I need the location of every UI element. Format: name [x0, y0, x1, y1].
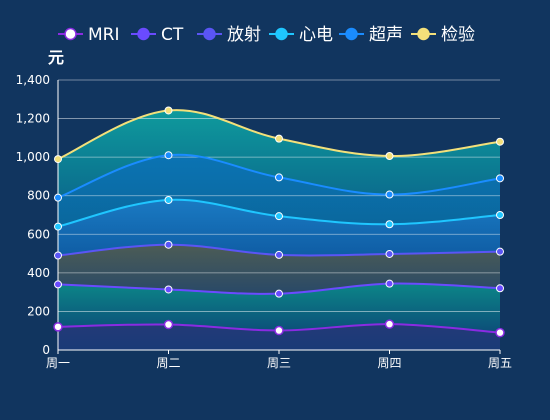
data-point[interactable] [385, 220, 394, 229]
data-point[interactable] [496, 247, 504, 256]
y-tick-label: 600 [27, 227, 50, 241]
data-point[interactable] [164, 240, 173, 249]
legend-label: 心电 [299, 25, 333, 45]
legend-marker-dot [417, 27, 430, 41]
legend-marker-dot [203, 27, 216, 41]
data-point[interactable] [163, 319, 174, 330]
data-point[interactable] [54, 193, 62, 202]
data-point[interactable] [496, 284, 504, 293]
data-point[interactable] [495, 327, 505, 338]
data-point[interactable] [385, 190, 394, 199]
data-point[interactable] [274, 325, 284, 336]
x-tick-label: 周三 [267, 356, 291, 370]
legend-label: MRI [88, 25, 120, 45]
y-tick-label: 200 [27, 304, 50, 318]
data-point[interactable] [385, 151, 394, 160]
data-point[interactable] [54, 251, 62, 260]
legend-item-1[interactable]: MRI [58, 25, 120, 45]
x-tick-label: 周四 [377, 356, 401, 370]
legend-marker-dot [345, 27, 358, 41]
area-layer [58, 110, 500, 350]
data-point[interactable] [53, 322, 63, 332]
data-point[interactable] [275, 173, 283, 182]
data-point[interactable] [275, 212, 283, 221]
legend-label: CT [161, 25, 184, 45]
area-band-6 [58, 110, 500, 198]
y-tick-label: 1,000 [16, 150, 50, 164]
y-tick-label: 0 [42, 343, 50, 357]
legend-marker-dot [137, 27, 150, 41]
data-point[interactable] [496, 211, 504, 219]
x-tick-label: 周一 [46, 356, 70, 370]
data-point[interactable] [164, 151, 173, 160]
data-point[interactable] [275, 289, 283, 298]
data-point[interactable] [275, 250, 283, 259]
area-band-5 [58, 154, 500, 227]
data-point[interactable] [496, 174, 504, 183]
legend-label: 检验 [441, 25, 475, 45]
data-point[interactable] [54, 222, 62, 231]
legend-item-5[interactable]: 超声 [339, 25, 403, 45]
data-point[interactable] [384, 319, 395, 329]
data-point[interactable] [54, 280, 62, 289]
legend-item-4[interactable]: 心电 [269, 25, 333, 45]
data-point[interactable] [385, 279, 394, 288]
data-point[interactable] [54, 155, 62, 164]
x-tick-label: 周二 [156, 356, 180, 370]
area-band-1 [58, 324, 500, 350]
x-tick-label: 周五 [488, 356, 512, 370]
point-layer [53, 106, 505, 338]
y-tick-label: 1,200 [16, 112, 50, 126]
data-point[interactable] [275, 134, 283, 143]
axis-layer: 0 200 400 600 800 1,000 1,200 1,400 周一 周二 周三 周四 周五 [16, 73, 512, 370]
data-point[interactable] [164, 195, 173, 204]
legend-marker-dot [275, 27, 288, 41]
data-point[interactable] [164, 285, 173, 294]
legend-label: 放射 [227, 25, 261, 45]
y-tick-label: 800 [27, 189, 50, 203]
data-point[interactable] [385, 249, 394, 258]
y-axis-unit-label: 元 [48, 48, 64, 67]
grid-layer [58, 79, 500, 312]
legend-item-2[interactable]: CT [131, 25, 184, 45]
data-point[interactable] [496, 137, 504, 146]
data-point[interactable] [164, 106, 173, 115]
y-tick-label: 400 [27, 266, 50, 280]
y-tick-label: 1,400 [16, 73, 50, 87]
legend-label: 超声 [369, 25, 403, 45]
legend-marker-dot [64, 27, 77, 41]
legend-item-3[interactable]: 放射 [197, 25, 261, 45]
legend: MRI CT 放射 心电 超声 检验 [58, 25, 475, 45]
legend-item-6[interactable]: 检验 [411, 25, 475, 45]
